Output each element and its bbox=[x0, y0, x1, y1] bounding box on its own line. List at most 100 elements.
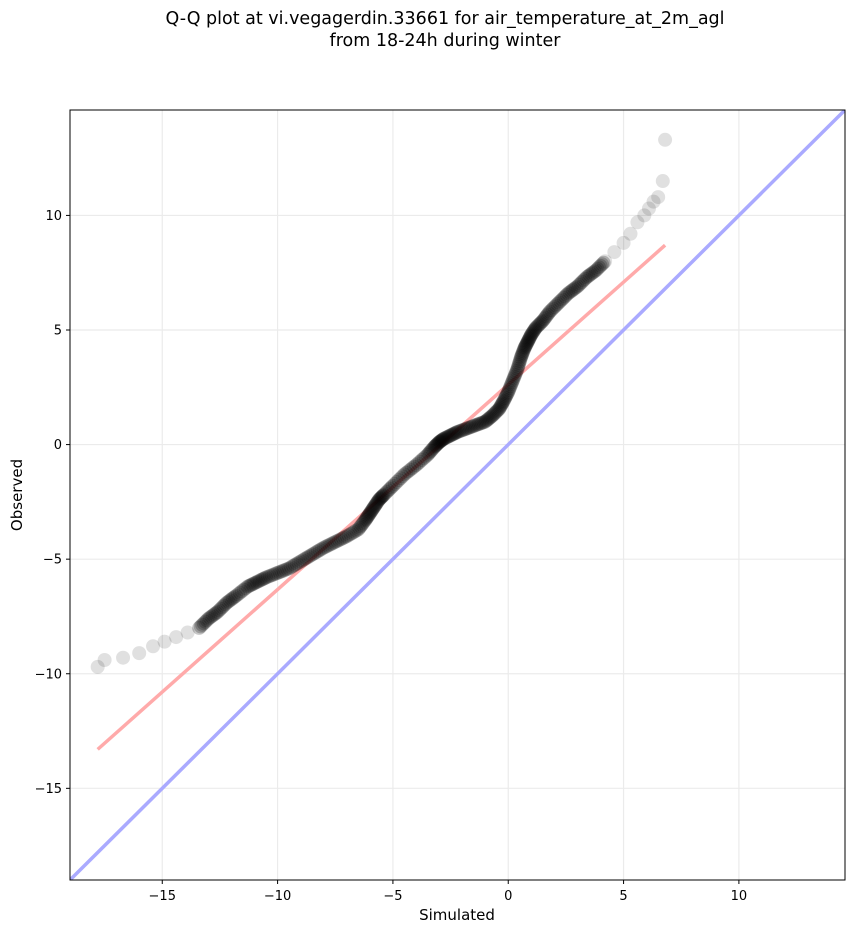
quantile-point bbox=[555, 292, 570, 307]
quantile-point bbox=[542, 304, 557, 319]
quantile-point bbox=[310, 544, 325, 559]
quantile-point bbox=[422, 445, 437, 460]
quantile-point bbox=[371, 493, 386, 508]
quantile-point bbox=[391, 473, 406, 488]
quantile-point bbox=[376, 488, 391, 502]
quantile-point bbox=[513, 352, 528, 367]
quantile-point bbox=[431, 436, 446, 451]
quantile-point bbox=[568, 280, 583, 295]
quantile-point bbox=[547, 300, 562, 315]
quantile-point bbox=[450, 424, 465, 439]
quantile-point bbox=[504, 377, 519, 392]
quantile-point bbox=[210, 604, 225, 619]
quantile-point bbox=[499, 387, 514, 402]
quantile-point bbox=[517, 340, 532, 355]
quantile-point bbox=[506, 371, 521, 386]
quantile-point bbox=[607, 245, 622, 260]
x-axis-label: Simulated bbox=[419, 906, 495, 924]
quantile-point bbox=[282, 561, 297, 576]
quantile-point bbox=[373, 491, 388, 506]
quantile-point bbox=[384, 480, 399, 495]
y-tick-label: 10 bbox=[45, 209, 62, 224]
quantile-point bbox=[522, 331, 537, 346]
y-axis-label: Observed bbox=[8, 459, 26, 531]
quantile-point bbox=[551, 295, 566, 310]
quantile-point bbox=[227, 589, 242, 604]
quantile-point bbox=[495, 395, 510, 410]
quantile-point bbox=[525, 325, 540, 340]
quantile-point bbox=[505, 373, 520, 388]
quantile-point bbox=[375, 489, 390, 504]
x-tick-label: −5 bbox=[383, 889, 402, 904]
quantile-point bbox=[573, 276, 588, 291]
quantile-point bbox=[541, 306, 556, 321]
quantile-point bbox=[365, 502, 380, 517]
quantile-point bbox=[334, 532, 349, 547]
quantile-point bbox=[496, 394, 511, 409]
quantile-point bbox=[349, 523, 364, 538]
identity-line bbox=[70, 110, 845, 880]
quantile-point bbox=[616, 235, 631, 250]
quantile-point bbox=[512, 354, 527, 369]
quantile-point bbox=[596, 255, 611, 270]
quantile-point bbox=[438, 430, 453, 445]
quantile-point bbox=[448, 426, 463, 441]
quantile-point bbox=[305, 547, 320, 562]
quantile-point bbox=[199, 613, 214, 628]
quantile-point bbox=[503, 379, 518, 394]
quantile-point bbox=[472, 416, 487, 431]
quantile-point bbox=[502, 381, 517, 396]
quantile-point bbox=[207, 607, 222, 622]
quantile-point bbox=[351, 522, 366, 537]
quantile-point bbox=[420, 447, 435, 462]
quantile-point bbox=[372, 492, 387, 507]
quantile-point bbox=[252, 573, 267, 588]
quantile-point bbox=[418, 449, 433, 464]
quantile-point bbox=[322, 537, 337, 552]
quantile-point bbox=[535, 313, 550, 328]
quantile-point bbox=[511, 360, 526, 375]
quantile-point bbox=[464, 419, 479, 434]
quantile-point bbox=[339, 529, 354, 544]
quantile-point bbox=[238, 581, 253, 596]
quantile-point bbox=[382, 481, 397, 496]
quantile-point bbox=[578, 271, 593, 286]
quantile-point bbox=[421, 446, 436, 461]
quantile-point bbox=[169, 630, 184, 645]
quantile-point bbox=[479, 413, 494, 428]
quantile-point bbox=[219, 595, 234, 610]
x-tick-label: 10 bbox=[731, 889, 748, 904]
quantile-point bbox=[521, 333, 536, 348]
quantile-point bbox=[369, 496, 384, 511]
quantile-point bbox=[490, 403, 505, 418]
quantile-point bbox=[369, 497, 384, 512]
quantile-point bbox=[297, 552, 312, 567]
quantile-point bbox=[374, 490, 389, 505]
y-tick-label: 0 bbox=[54, 438, 62, 453]
quantile-point bbox=[497, 392, 512, 407]
x-tick-label: 5 bbox=[619, 889, 627, 904]
quantile-point bbox=[482, 410, 497, 425]
quantile-point bbox=[433, 434, 448, 449]
quantile-point bbox=[516, 344, 531, 359]
quantile-point bbox=[412, 454, 427, 469]
quantile-point bbox=[343, 526, 358, 541]
quantile-point bbox=[218, 597, 233, 612]
quantile-point bbox=[204, 609, 219, 624]
quantile-point bbox=[467, 418, 482, 433]
quantile-point bbox=[486, 407, 501, 422]
quantile-point bbox=[478, 414, 493, 429]
quantile-point bbox=[565, 282, 580, 297]
x-axis-ticks: −15 −10 −5 0 5 10 bbox=[149, 880, 748, 904]
quantile-point bbox=[198, 614, 213, 629]
quantile-point bbox=[485, 408, 500, 423]
quantile-point bbox=[513, 350, 528, 365]
quantile-point bbox=[492, 400, 507, 415]
quantile-point bbox=[593, 258, 608, 273]
quantile-point bbox=[368, 498, 383, 513]
quantile-point bbox=[372, 491, 387, 506]
quantile-point bbox=[449, 425, 464, 440]
quantile-point bbox=[285, 559, 300, 574]
quantile-point bbox=[355, 516, 370, 531]
quantile-point bbox=[389, 475, 404, 490]
